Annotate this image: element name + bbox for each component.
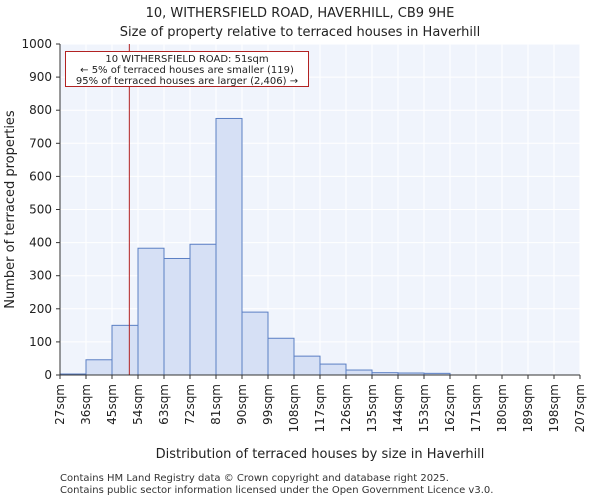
y-tick-label: 400 (29, 236, 52, 250)
y-tick-label: 0 (44, 368, 52, 382)
y-tick-label: 800 (29, 103, 52, 117)
y-axis-label: Number of terraced properties (3, 110, 18, 309)
x-tick-label: 45sqm (105, 384, 119, 425)
x-tick-label: 207sqm (573, 384, 587, 432)
y-tick-label: 200 (29, 302, 52, 316)
x-tick-label: 153sqm (417, 384, 431, 432)
bar-72sqm (189, 243, 217, 376)
bar-90sqm (241, 311, 269, 376)
bar-117sqm (319, 363, 347, 376)
x-tick-label: 144sqm (391, 384, 405, 432)
x-tick-label: 81sqm (209, 384, 223, 425)
x-tick-label: 54sqm (131, 384, 145, 425)
annotation-line-1: 10 WITHERSFIELD ROAD: 51sqm (105, 54, 269, 65)
bar-99sqm (267, 337, 295, 376)
y-tick-label: 1000 (21, 37, 52, 51)
y-tick-label: 900 (29, 70, 52, 84)
bar-126sqm (345, 369, 373, 376)
x-tick-label: 189sqm (521, 384, 535, 432)
x-tick-label: 135sqm (365, 384, 379, 432)
x-axis-label: Distribution of terraced houses by size … (156, 447, 485, 462)
x-tick-label: 72sqm (183, 384, 197, 425)
x-tick-label: 171sqm (469, 384, 483, 432)
x-tick-label: 36sqm (79, 384, 93, 425)
y-tick-label: 600 (29, 169, 52, 183)
x-tick-label: 108sqm (287, 384, 301, 432)
y-tick-label: 100 (29, 335, 52, 349)
y-tick-label: 500 (29, 203, 52, 217)
x-tick-label: 63sqm (157, 384, 171, 425)
x-tick-label: 117sqm (313, 384, 327, 432)
footer-line-2: Contains public sector information licen… (60, 485, 494, 496)
y-tick-label: 300 (29, 269, 52, 283)
chart-title-address: 10, WITHERSFIELD ROAD, HAVERHILL, CB9 9H… (145, 6, 455, 21)
x-tick-label: 198sqm (547, 384, 561, 432)
bar-54sqm (137, 247, 165, 376)
bar-63sqm (163, 257, 191, 376)
x-tick-label: 99sqm (261, 384, 275, 425)
x-tick-label: 126sqm (339, 384, 353, 432)
y-tick-label: 700 (29, 136, 52, 150)
footer-line-1: Contains HM Land Registry data © Crown c… (60, 473, 449, 484)
x-tick-label: 162sqm (443, 384, 457, 432)
bar-108sqm (293, 355, 321, 376)
y-axis-ticks: 0 100 200 300 400 500 600 700 800 900 1000 (21, 37, 60, 382)
bar-45sqm (111, 324, 139, 376)
annotation-line-2: ← 5% of terraced houses are smaller (119… (80, 65, 294, 76)
chart-title: Size of property relative to terraced ho… (119, 25, 481, 40)
x-tick-label: 90sqm (235, 384, 249, 425)
x-tick-label: 27sqm (53, 384, 67, 425)
x-tick-label: 180sqm (495, 384, 509, 432)
x-axis-ticks: 27sqm 36sqm 45sqm 54sqm 63sqm 72sqm 81sqm 90sqm… (53, 375, 587, 432)
annotation-line-3: 95% of terraced houses are larger (2,406… (75, 76, 299, 87)
bar-36sqm (85, 359, 113, 376)
bar-81sqm (215, 117, 243, 376)
annotation-box: 10 WITHERSFIELD ROAD: 51sqm ← 5% of terr… (65, 51, 309, 87)
